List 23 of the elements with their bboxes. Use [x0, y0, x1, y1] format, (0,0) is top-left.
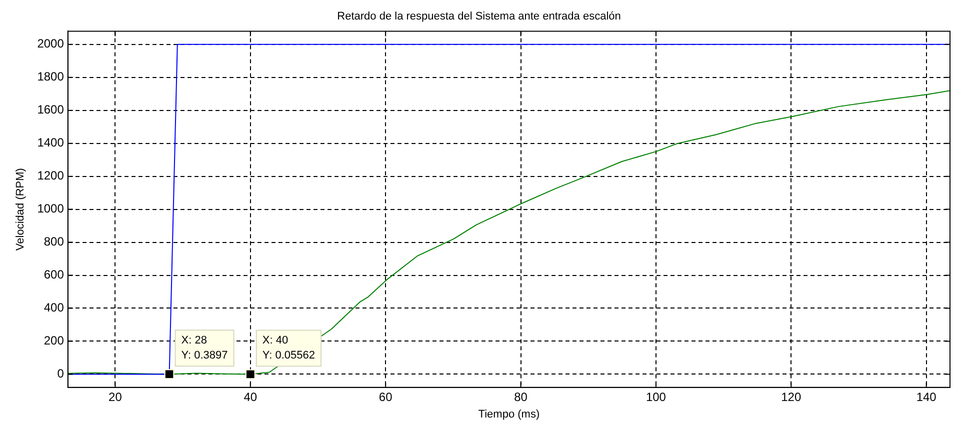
x-tick-label: 40 — [244, 390, 258, 404]
y-tick-label: 800 — [44, 234, 64, 249]
x-tick-label: 20 — [108, 390, 122, 404]
y-tick-label: 200 — [44, 334, 64, 348]
annotation: X: 40 Y: 0.05562 — [262, 334, 316, 362]
y-tick-label: 1800 — [37, 70, 64, 84]
x-tick-label: 80 — [514, 390, 528, 404]
y-tick-label: 1200 — [37, 168, 64, 183]
y-tick-label: 1000 — [37, 202, 64, 216]
x-tick-label: 100 — [646, 390, 666, 404]
y-tick-label: 400 — [44, 300, 64, 315]
x-tick-label: 140 — [916, 390, 937, 404]
y-tick-label: 2000 — [37, 36, 64, 51]
y-tick-label: 1600 — [37, 102, 64, 117]
y-tick-label: 600 — [44, 268, 64, 282]
x-tick-label: 60 — [378, 390, 393, 404]
chart-title: Retardo de la respuesta del Sistema ante entrada escalón — [337, 10, 621, 23]
x-tick-label: 120 — [781, 390, 802, 404]
annotation: X: 28 Y: 0.3897 — [181, 334, 228, 362]
y-tick-label: 1400 — [37, 136, 64, 150]
y-axis-title: Velocidad (RPM) — [14, 168, 27, 251]
y-tick-label: 0 — [57, 366, 64, 381]
x-axis-title: Tiempo (ms) — [478, 408, 540, 420]
